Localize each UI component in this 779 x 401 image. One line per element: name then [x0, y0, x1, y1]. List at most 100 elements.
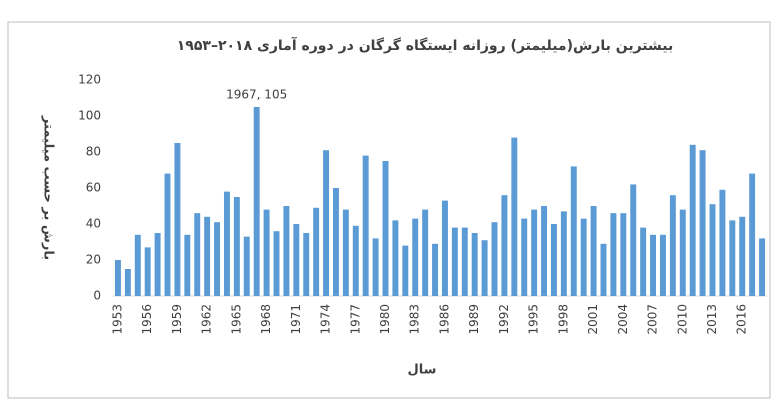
bar	[223, 191, 230, 296]
x-axis-title: سال	[408, 363, 437, 378]
bar	[679, 209, 686, 296]
bar	[114, 260, 121, 296]
bar	[630, 184, 637, 296]
bar	[283, 206, 290, 296]
bar	[194, 213, 201, 296]
x-tick-label: 1953	[110, 304, 124, 335]
bar	[699, 150, 706, 296]
x-tick-label: 1986	[437, 304, 451, 335]
x-tick-label: 2013	[705, 304, 719, 335]
bar	[570, 166, 577, 296]
bar	[134, 234, 141, 296]
bar	[471, 233, 478, 296]
bar	[372, 238, 379, 296]
bar	[659, 234, 666, 296]
y-tick-label: 40	[86, 217, 101, 231]
bar	[293, 224, 300, 296]
bar	[362, 155, 369, 296]
bar	[184, 234, 191, 296]
x-tick-label: 2001	[586, 304, 600, 335]
y-tick-label: 80	[86, 145, 101, 159]
x-tick-label: 1995	[527, 304, 541, 335]
y-tick-label: 0	[93, 289, 101, 303]
x-tick-label: 2016	[735, 304, 749, 335]
bar	[640, 227, 647, 296]
x-tick-label: 2010	[675, 304, 689, 335]
bar	[382, 161, 389, 296]
bar	[709, 204, 716, 296]
bar	[729, 220, 736, 296]
bar	[392, 220, 399, 296]
x-tick-label: 2004	[616, 304, 630, 335]
bar	[739, 216, 746, 296]
bar	[352, 225, 359, 296]
x-tick-label: 1956	[140, 304, 154, 335]
bar	[560, 211, 567, 296]
x-tick-label: 1974	[319, 304, 333, 335]
chart-border	[7, 21, 771, 399]
x-tick-label: 1983	[408, 304, 422, 335]
bar	[600, 243, 607, 296]
bar	[422, 209, 429, 296]
bar	[749, 173, 756, 296]
bar	[521, 218, 528, 296]
bar	[481, 240, 488, 296]
x-tick-label: 1971	[289, 304, 303, 335]
bar	[204, 216, 211, 296]
bar	[501, 195, 508, 296]
bar	[214, 222, 221, 296]
bar	[541, 206, 548, 296]
bar	[531, 209, 538, 296]
bar	[412, 218, 419, 296]
x-tick-label: 1968	[259, 304, 273, 335]
bar	[669, 195, 676, 296]
bar	[233, 197, 240, 296]
bar	[402, 245, 409, 296]
bar	[461, 227, 468, 296]
x-tick-label: 1962	[200, 304, 214, 335]
bar	[620, 213, 627, 296]
bar	[154, 233, 161, 296]
x-tick-label: 1959	[170, 304, 184, 335]
bar	[253, 107, 260, 296]
bar	[580, 218, 587, 296]
bar	[332, 188, 339, 296]
bar	[263, 209, 270, 296]
bar	[491, 222, 498, 296]
bar	[590, 206, 597, 296]
bar	[441, 200, 448, 296]
x-tick-label: 1989	[467, 304, 481, 335]
bar	[124, 269, 131, 296]
bar	[689, 144, 696, 296]
bar	[323, 150, 330, 296]
y-tick-label: 60	[86, 181, 101, 195]
bar	[174, 143, 181, 296]
bar	[313, 207, 320, 296]
bar	[719, 189, 726, 296]
x-tick-label: 1977	[348, 304, 362, 335]
bar	[144, 247, 151, 296]
bar	[650, 234, 657, 296]
y-tick-label: 100	[78, 109, 101, 123]
y-axis-title: بارش بر حسب میلیمتر	[41, 115, 56, 260]
bar	[342, 209, 349, 296]
y-tick-label: 120	[78, 73, 101, 87]
chart-title: بیشترین بارش(میلیمتر) روزانه ایستگاه گرگ…	[177, 36, 674, 54]
x-tick-label: 1992	[497, 304, 511, 335]
bar	[451, 227, 458, 296]
y-tick-label: 20	[86, 253, 101, 267]
x-tick-label: 1965	[229, 304, 243, 335]
bar	[432, 243, 439, 296]
bar	[610, 213, 617, 296]
bar	[511, 137, 518, 296]
bar	[273, 231, 280, 296]
bar	[303, 233, 310, 296]
bar	[164, 173, 171, 296]
bar	[243, 236, 250, 296]
bar	[759, 238, 766, 296]
x-tick-label: 1998	[556, 304, 570, 335]
bar	[550, 224, 557, 296]
x-tick-label: 2007	[646, 304, 660, 335]
annotation: 1967, 105	[226, 88, 287, 102]
